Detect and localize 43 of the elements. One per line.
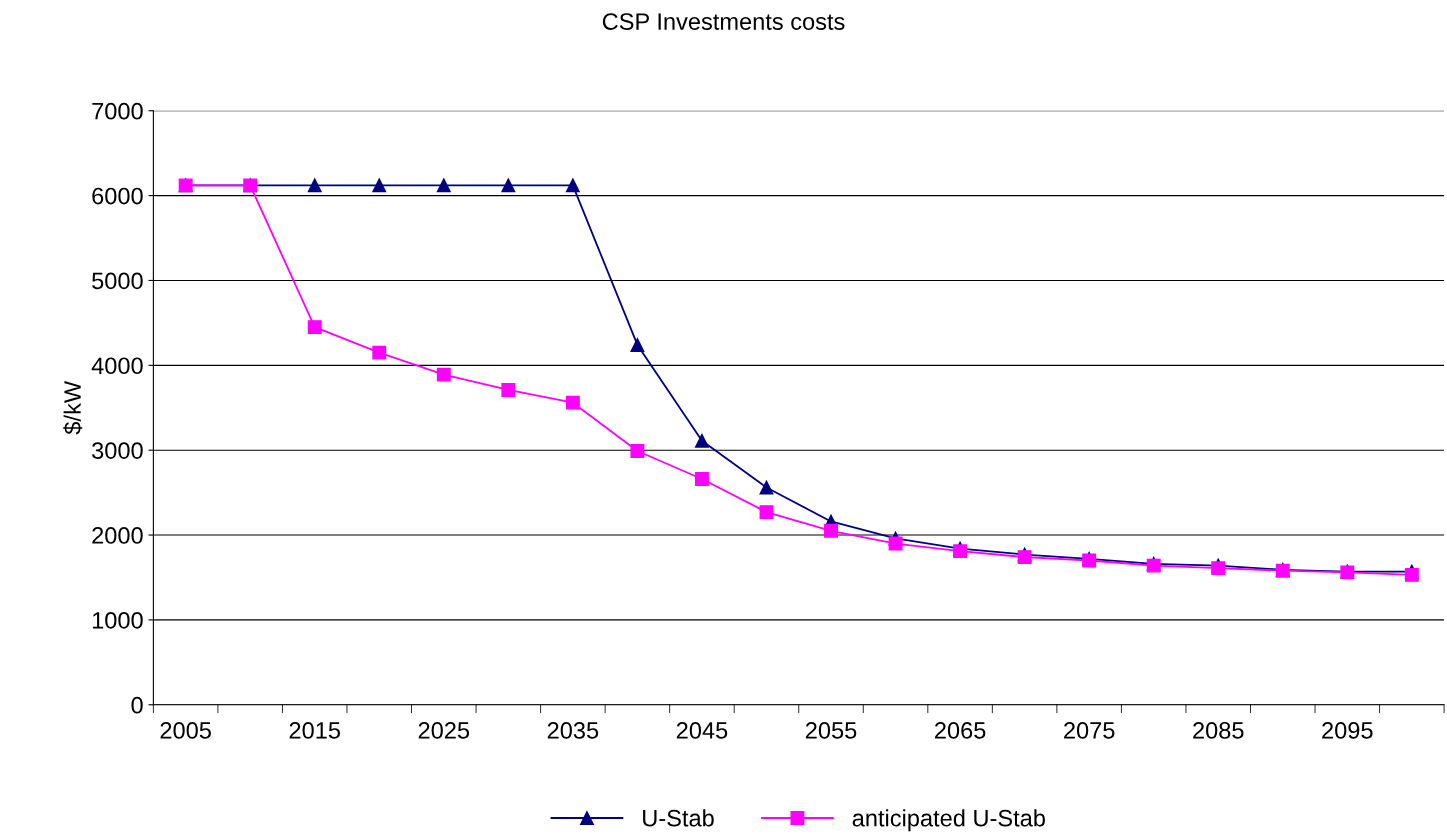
point — [565, 395, 580, 410]
y-tick-label: 6000 — [92, 187, 143, 205]
x-tick-label: 2045 — [676, 722, 728, 739]
point — [630, 444, 645, 458]
x-tick-label: 2085 — [1193, 722, 1244, 739]
y-tick-label: 4000 — [91, 357, 143, 375]
point — [436, 367, 451, 382]
point — [436, 178, 451, 193]
x-tick-label: 2025 — [418, 722, 470, 739]
point — [694, 433, 709, 448]
point — [372, 178, 387, 193]
x-tick-label: 2005 — [160, 722, 211, 739]
point — [694, 472, 709, 486]
x-tick-label: 2065 — [935, 722, 986, 739]
y-tick-label: 3000 — [92, 442, 143, 459]
y-axis-title: $/kW — [63, 380, 83, 435]
y-tick-label: 2000 — [92, 527, 143, 544]
x-tick-label: 2075 — [1064, 722, 1115, 739]
chart-title: CSP Investments costs — [602, 13, 845, 30]
y-tick-label: 0 — [131, 696, 143, 714]
legend-label: U-Stab — [643, 809, 714, 827]
point — [824, 523, 838, 538]
x-tick-label: 2015 — [289, 722, 340, 739]
point — [307, 320, 322, 335]
point — [1211, 561, 1226, 576]
point — [630, 338, 645, 352]
point — [953, 544, 968, 559]
point — [307, 178, 322, 193]
point — [1017, 550, 1032, 565]
x-tick-label: 2055 — [805, 722, 857, 739]
x-tick-label: 2095 — [1322, 722, 1373, 739]
point — [759, 505, 774, 520]
point — [372, 345, 387, 360]
point — [565, 178, 580, 193]
point — [1404, 567, 1419, 582]
x-tick-label: 2035 — [547, 722, 599, 739]
y-tick-label: 5000 — [92, 272, 143, 290]
point — [759, 480, 774, 495]
point — [501, 382, 516, 397]
y-tick-label: 7000 — [92, 102, 143, 120]
y-tick-label: 1000 — [92, 611, 143, 629]
legend-label: anticipated U-Stab — [852, 809, 1045, 832]
point — [501, 178, 516, 193]
